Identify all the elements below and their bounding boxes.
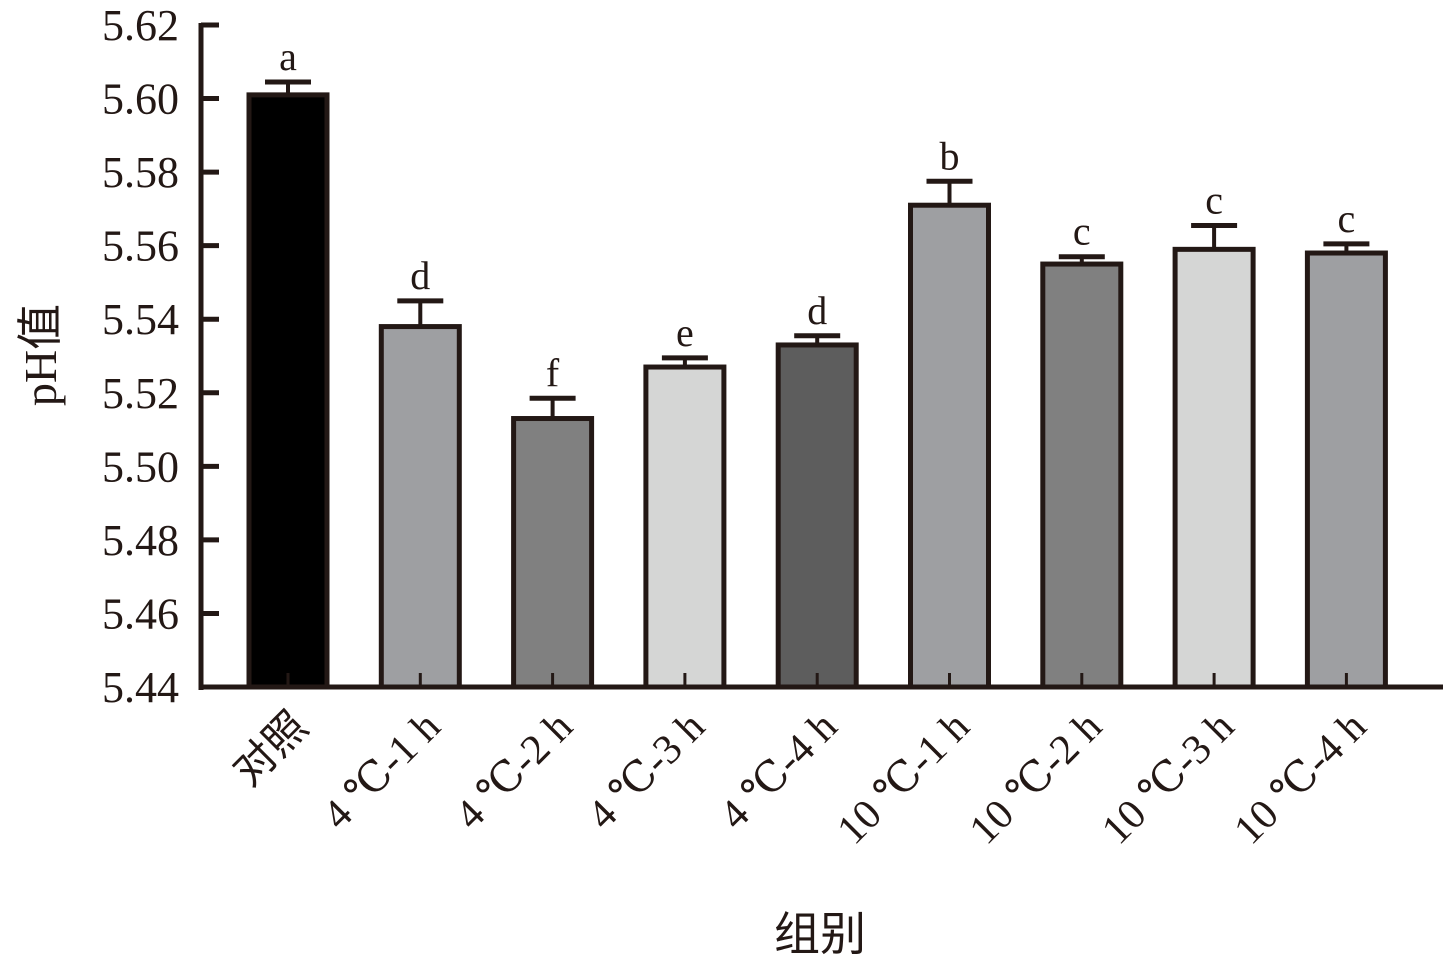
bar-group: d bbox=[378, 253, 462, 690]
category-label: 4 ℃-1 h bbox=[314, 704, 449, 839]
category-label: 10 ℃-4 h bbox=[1226, 704, 1376, 854]
significance-label: d bbox=[807, 288, 827, 333]
significance-label: d bbox=[410, 253, 430, 298]
y-tick-label: 5.46 bbox=[102, 589, 179, 638]
significance-label: a bbox=[279, 34, 297, 79]
bar-group: a bbox=[246, 34, 330, 690]
bar-group: c bbox=[1172, 177, 1256, 690]
bar-group: b bbox=[908, 133, 991, 690]
significance-label: c bbox=[1205, 177, 1223, 222]
bars: a d f e d b c c c bbox=[246, 34, 1388, 690]
category-label: 4 ℃-3 h bbox=[579, 704, 714, 839]
category-label: 10 ℃-1 h bbox=[829, 704, 979, 854]
bar-group: d bbox=[775, 288, 859, 690]
y-tick-label: 5.50 bbox=[102, 442, 179, 491]
bar bbox=[775, 342, 859, 690]
bar bbox=[511, 416, 595, 690]
y-tick-label: 5.52 bbox=[102, 369, 179, 418]
category-label: 4 ℃-2 h bbox=[447, 704, 582, 839]
significance-label: c bbox=[1073, 209, 1091, 254]
significance-label: f bbox=[546, 350, 560, 395]
y-tick-label: 5.48 bbox=[102, 516, 179, 565]
bar bbox=[246, 92, 330, 690]
bar bbox=[1172, 246, 1256, 690]
bar-group: c bbox=[1040, 209, 1124, 690]
bar bbox=[908, 202, 991, 690]
category-label: 10 ℃-3 h bbox=[1093, 704, 1243, 854]
significance-label: b bbox=[940, 133, 960, 178]
bar bbox=[1304, 250, 1388, 690]
y-tick-label: 5.60 bbox=[102, 75, 179, 124]
y-axis: 5.44 5.46 5.48 5.50 5.52 5.54 5.56 5.58 5.60 5.62 bbox=[102, 1, 219, 712]
significance-label: e bbox=[676, 310, 694, 355]
bar bbox=[1040, 261, 1124, 690]
bar-group: e bbox=[643, 310, 727, 690]
bar-group: c bbox=[1304, 196, 1388, 690]
category-label: 10 ℃-2 h bbox=[961, 704, 1111, 854]
category-label: 对照 bbox=[225, 704, 317, 796]
y-tick-label: 5.58 bbox=[102, 148, 179, 197]
y-tick-label: 5.62 bbox=[102, 1, 179, 50]
bar bbox=[378, 324, 462, 690]
category-label: 4 ℃-4 h bbox=[711, 704, 846, 839]
y-tick-label: 5.44 bbox=[102, 663, 179, 712]
x-axis-title: 组别 bbox=[774, 909, 866, 960]
y-axis-title: pH值 bbox=[15, 304, 66, 406]
bar bbox=[643, 364, 727, 690]
x-axis: 对照4 ℃-1 h4 ℃-2 h4 ℃-3 h4 ℃-4 h10 ℃-1 h10… bbox=[199, 684, 1443, 854]
bar-group: f bbox=[511, 350, 595, 690]
y-tick-label: 5.54 bbox=[102, 295, 179, 344]
significance-label: c bbox=[1338, 196, 1356, 241]
y-tick-label: 5.56 bbox=[102, 222, 179, 271]
